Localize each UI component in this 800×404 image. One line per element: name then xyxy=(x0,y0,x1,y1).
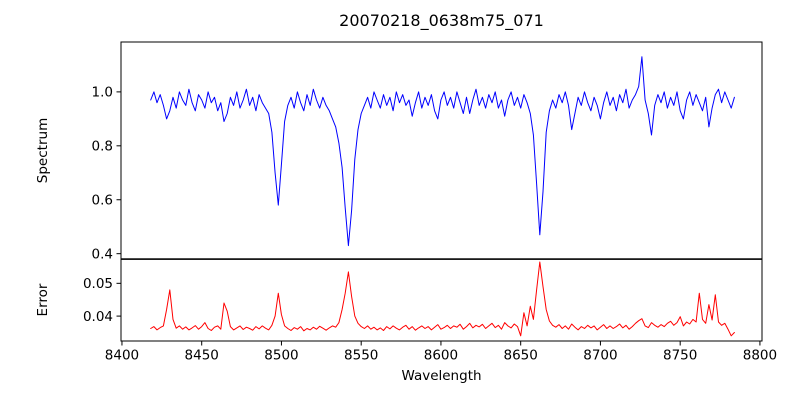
y-axis-label-error: Error xyxy=(35,283,51,316)
y-tick-label-spectrum: 0.6 xyxy=(92,193,113,209)
plot-frame-spectrum xyxy=(120,41,763,260)
y-tick-label-spectrum: 0.4 xyxy=(92,246,113,262)
y-tick-label-error: 0.05 xyxy=(83,276,113,292)
spectrum-series-line xyxy=(150,56,735,247)
plot-frame-error xyxy=(120,258,763,342)
x-tick-label: 8450 xyxy=(185,348,219,364)
x-tick-label: 8400 xyxy=(105,348,139,364)
x-tick-label: 8600 xyxy=(424,348,458,364)
x-tick-label: 8500 xyxy=(264,348,298,364)
x-tick-label: 8700 xyxy=(583,348,617,364)
x-tick-label: 8650 xyxy=(504,348,538,364)
y-axis-label-spectrum: Spectrum xyxy=(35,118,51,183)
error-series-line xyxy=(150,261,735,337)
x-axis-label: Wavelength xyxy=(401,368,481,384)
chart-title: 20070218_0638m75_071 xyxy=(339,11,544,31)
y-tick-label-error: 0.04 xyxy=(83,309,113,325)
plot-area: 1.0 0.8 0.6 0.4 0.05 0.04 8400 8450 8500 8550 8600… xyxy=(83,41,777,364)
y-tick-label-spectrum: 1.0 xyxy=(92,85,113,101)
x-tick-label: 8750 xyxy=(663,348,697,364)
x-tick-label: 8800 xyxy=(743,348,777,364)
y-tick-label-spectrum: 0.8 xyxy=(92,139,113,155)
x-tick-label: 8550 xyxy=(344,348,378,364)
